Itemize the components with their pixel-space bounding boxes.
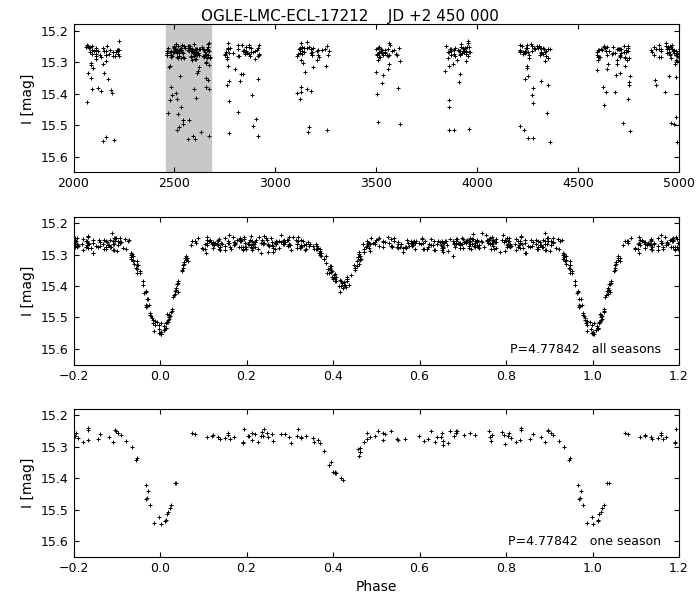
Text: P=4.77842   all seasons: P=4.77842 all seasons <box>510 343 661 356</box>
Text: OGLE-LMC-ECL-17212    JD +2 450 000: OGLE-LMC-ECL-17212 JD +2 450 000 <box>201 9 499 24</box>
Y-axis label: I [mag]: I [mag] <box>21 458 35 508</box>
Y-axis label: I [mag]: I [mag] <box>21 73 35 124</box>
Y-axis label: I [mag]: I [mag] <box>21 266 35 316</box>
X-axis label: Phase: Phase <box>356 580 397 594</box>
Bar <box>167 24 211 173</box>
Text: P=4.77842   one season: P=4.77842 one season <box>508 535 661 548</box>
